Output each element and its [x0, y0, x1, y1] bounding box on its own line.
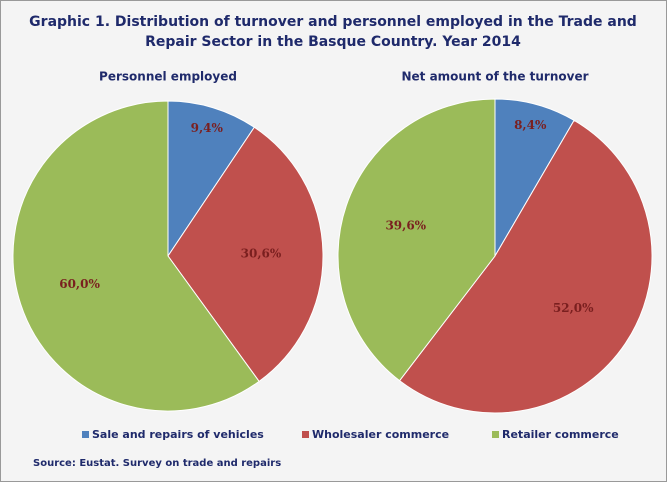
pie-slice	[167, 126, 324, 383]
data-label: 9,4%	[191, 121, 224, 135]
chart-subtitle: Personnel employed	[99, 70, 237, 84]
chart-title: Repair Sector in the Basque Country. Yea…	[145, 34, 521, 50]
pie-slice	[167, 100, 256, 258]
source: Source: Eustat. Survey on trade and repa…	[33, 458, 281, 469]
legend-swatch	[82, 431, 89, 438]
legend-label: Retailer commerce	[502, 428, 619, 441]
data-label: 52,0%	[553, 301, 594, 315]
pie-slice	[337, 98, 496, 382]
chart-title: Graphic 1. Distribution of turnover and …	[29, 14, 637, 30]
pie-slice	[12, 100, 260, 412]
legend-label: Sale and repairs of vehicles	[92, 428, 264, 441]
data-label: 60,0%	[59, 277, 100, 291]
data-label: 39,6%	[385, 218, 426, 232]
legend-label: Wholesaler commerce	[312, 428, 449, 441]
data-label: 30,6%	[241, 247, 282, 261]
data-label: 8,4%	[514, 118, 547, 132]
pie-slice	[398, 119, 653, 414]
legend-swatch	[492, 431, 499, 438]
legend-swatch	[302, 431, 309, 438]
chart-subtitle: Net amount of the turnover	[401, 70, 588, 84]
